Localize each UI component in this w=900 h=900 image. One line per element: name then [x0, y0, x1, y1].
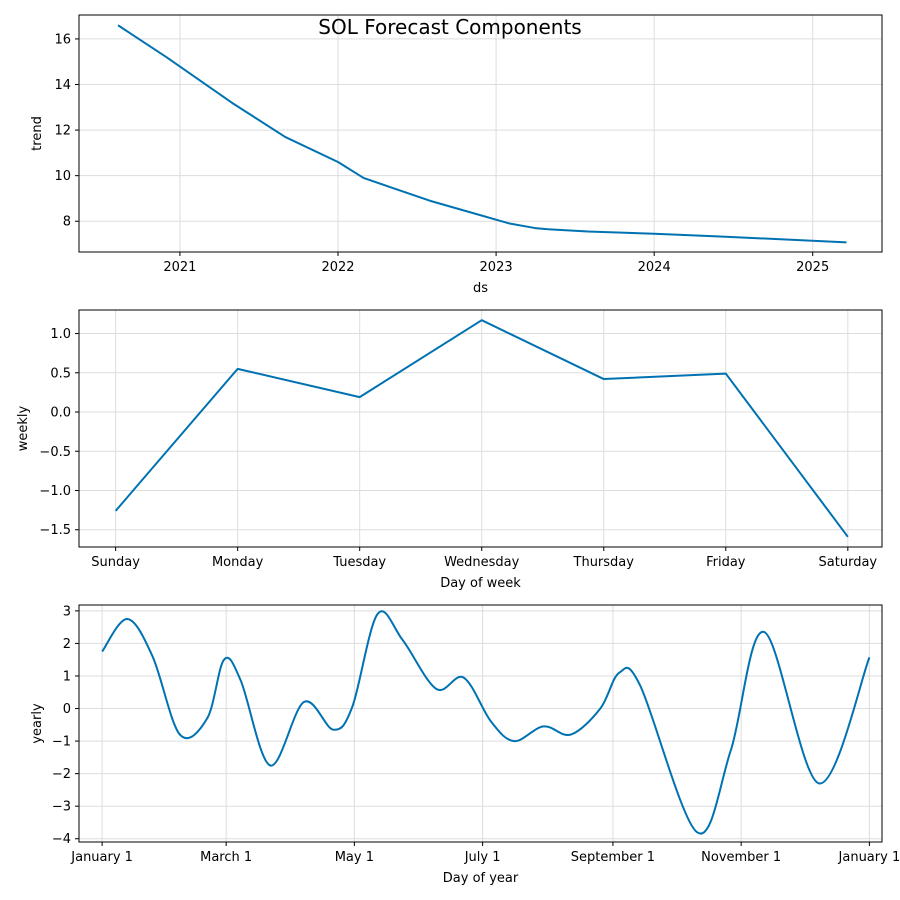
- trend-xtick-label: 2025: [796, 260, 829, 275]
- trend-series-line: [117, 24, 847, 244]
- weekly-xtick-label: Saturday: [819, 555, 878, 570]
- weekly-xtick-label: Friday: [706, 555, 746, 570]
- chart-title: SOL Forecast Components: [318, 15, 581, 39]
- yearly-x-axis-label: Day of year: [443, 871, 519, 886]
- yearly-xtick-label: May 1: [335, 850, 374, 865]
- trend-ytick-label: 12: [54, 124, 71, 139]
- trend-ytick-label: 14: [54, 78, 71, 93]
- weekly-ytick-label: 0.5: [50, 366, 71, 381]
- yearly-y-axis-label: yearly: [30, 703, 45, 744]
- yearly-ytick-label: 1: [63, 669, 71, 684]
- yearly-xtick-label: September 1: [571, 850, 655, 865]
- yearly-series-line: [101, 610, 871, 835]
- trend-xtick-label: 2021: [163, 260, 196, 275]
- weekly-xtick-label: Wednesday: [444, 555, 520, 570]
- yearly-ytick-label: 3: [63, 604, 71, 619]
- trend-y-axis-label: trend: [30, 116, 45, 151]
- trend-ytick-label: 8: [63, 215, 71, 230]
- yearly-ytick-label: −3: [52, 800, 71, 815]
- weekly-axes-frame: [78, 309, 883, 548]
- yearly-ytick-label: 2: [63, 637, 71, 652]
- trend-xtick-label: 2024: [638, 260, 671, 275]
- weekly-ytick-label: −1.0: [39, 484, 71, 499]
- weekly-ytick-label: −0.5: [39, 445, 71, 460]
- trend-ytick-label: 10: [54, 169, 71, 184]
- weekly-ytick-label: −1.5: [39, 523, 71, 538]
- weekly-y-axis-label: weekly: [16, 405, 31, 451]
- yearly-xtick-label: March 1: [200, 850, 252, 865]
- trend-xtick-label: 2022: [321, 260, 354, 275]
- yearly-xtick-label: July 1: [464, 850, 501, 865]
- panel-trend: 2021 2022 2023 2024 2025 8 10 12 14 16 ds trend: [30, 14, 883, 296]
- yearly-axes-frame: [78, 604, 883, 843]
- trend-ytick-label: 16: [54, 32, 71, 47]
- weekly-xtick-label: Monday: [212, 555, 264, 570]
- yearly-ytick-label: −4: [52, 832, 71, 847]
- yearly-xtick-label: January 1: [838, 850, 900, 865]
- weekly-series-line: [114, 319, 849, 538]
- yearly-ytick-label: −2: [52, 767, 71, 782]
- trend-xtick-label: 2023: [480, 260, 513, 275]
- yearly-ytick-label: 0: [63, 702, 71, 717]
- panel-weekly: Sunday Monday Tuesday Wednesday Thursday Frid…: [16, 309, 883, 591]
- weekly-xtick-label: Thursday: [573, 555, 635, 570]
- yearly-ytick-label: −1: [52, 735, 71, 750]
- weekly-ytick-label: 1.0: [50, 327, 71, 342]
- weekly-xtick-label: Sunday: [91, 555, 140, 570]
- trend-x-axis-label: ds: [473, 281, 488, 296]
- yearly-xtick-label: January 1: [70, 850, 133, 865]
- weekly-xtick-label: Tuesday: [332, 555, 386, 570]
- yearly-xtick-label: November 1: [701, 850, 781, 865]
- weekly-x-axis-label: Day of week: [440, 576, 521, 591]
- panel-yearly: January 1 March 1 May 1 July 1 September 1 No…: [30, 604, 900, 886]
- weekly-ytick-label: 0.0: [50, 406, 71, 421]
- trend-axes-frame: [78, 14, 883, 253]
